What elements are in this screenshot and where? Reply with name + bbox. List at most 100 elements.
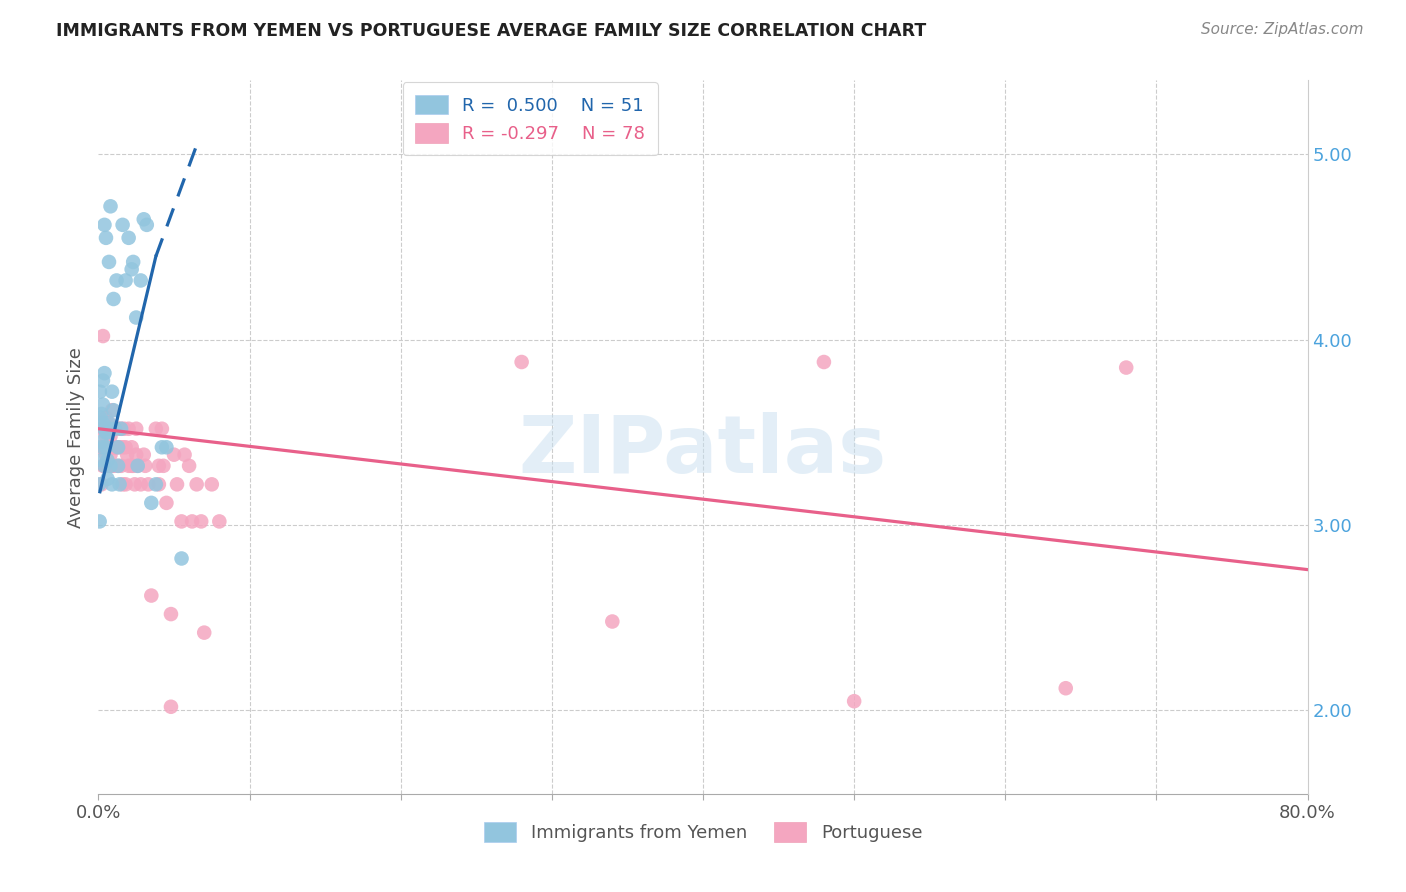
Point — [90, 422, 112, 436]
Point — [141, 496, 163, 510]
Point — [127, 458, 149, 473]
Point — [152, 458, 174, 473]
Point — [118, 231, 141, 245]
Point — [166, 477, 188, 491]
Point — [98, 416, 121, 430]
Point — [173, 448, 195, 462]
Y-axis label: Average Family Size: Average Family Size — [66, 347, 84, 527]
Point — [103, 422, 125, 436]
Point — [107, 458, 129, 473]
Point — [104, 422, 127, 436]
Point — [111, 440, 134, 454]
Point — [150, 422, 173, 436]
Point — [145, 422, 167, 436]
Point — [93, 218, 115, 232]
Point — [103, 403, 125, 417]
Point — [105, 440, 128, 454]
Point — [98, 422, 121, 436]
Point — [96, 440, 118, 454]
Point — [510, 355, 533, 369]
Point — [110, 422, 132, 436]
Point — [179, 458, 201, 473]
Point — [91, 398, 114, 412]
Point — [155, 496, 177, 510]
Point — [89, 440, 111, 454]
Point — [111, 477, 134, 491]
Point — [96, 425, 118, 440]
Point — [91, 416, 114, 430]
Point — [91, 440, 114, 454]
Point — [112, 422, 135, 436]
Point — [163, 448, 186, 462]
Point — [101, 477, 124, 491]
Point — [813, 355, 835, 369]
Point — [98, 458, 121, 473]
Point — [150, 440, 173, 454]
Point — [94, 448, 117, 462]
Point — [141, 589, 163, 603]
Point — [114, 440, 136, 454]
Point — [121, 440, 143, 454]
Point — [148, 458, 170, 473]
Point — [135, 218, 157, 232]
Point — [103, 292, 125, 306]
Point — [91, 329, 114, 343]
Point — [94, 429, 117, 443]
Point — [125, 448, 148, 462]
Point — [129, 477, 152, 491]
Point — [89, 515, 111, 529]
Point — [121, 458, 143, 473]
Point — [100, 429, 122, 443]
Point — [91, 458, 114, 473]
Point — [93, 422, 115, 436]
Point — [136, 477, 159, 491]
Point — [115, 448, 138, 462]
Legend: Immigrants from Yemen, Portuguese: Immigrants from Yemen, Portuguese — [477, 814, 929, 849]
Point — [94, 440, 117, 454]
Point — [122, 255, 145, 269]
Point — [160, 607, 183, 621]
Point — [101, 384, 124, 399]
Point — [105, 273, 128, 287]
Point — [93, 440, 115, 454]
Text: IMMIGRANTS FROM YEMEN VS PORTUGUESE AVERAGE FAMILY SIZE CORRELATION CHART: IMMIGRANTS FROM YEMEN VS PORTUGUESE AVER… — [56, 22, 927, 40]
Point — [90, 453, 112, 467]
Point — [100, 199, 122, 213]
Point — [93, 366, 115, 380]
Point — [101, 458, 124, 473]
Point — [96, 458, 118, 473]
Point — [122, 458, 145, 473]
Point — [89, 477, 111, 491]
Point — [111, 218, 134, 232]
Point — [114, 477, 136, 491]
Point — [145, 477, 167, 491]
Point — [89, 410, 111, 425]
Point — [844, 694, 866, 708]
Point — [160, 699, 183, 714]
Point — [148, 477, 170, 491]
Point — [100, 448, 122, 462]
Point — [602, 615, 624, 629]
Point — [103, 458, 125, 473]
Point — [134, 458, 156, 473]
Point — [105, 422, 128, 436]
Point — [107, 440, 129, 454]
Point — [125, 422, 148, 436]
Text: Source: ZipAtlas.com: Source: ZipAtlas.com — [1201, 22, 1364, 37]
Point — [107, 422, 129, 436]
Point — [107, 458, 129, 473]
Point — [104, 440, 127, 454]
Point — [94, 231, 117, 245]
Point — [110, 422, 132, 436]
Point — [108, 440, 131, 454]
Point — [118, 458, 141, 473]
Text: ZIPatlas: ZIPatlas — [519, 412, 887, 491]
Point — [170, 551, 193, 566]
Point — [93, 458, 115, 473]
Point — [208, 515, 231, 529]
Point — [103, 440, 125, 454]
Point — [90, 477, 112, 491]
Point — [108, 477, 131, 491]
Point — [124, 477, 146, 491]
Point — [90, 407, 112, 421]
